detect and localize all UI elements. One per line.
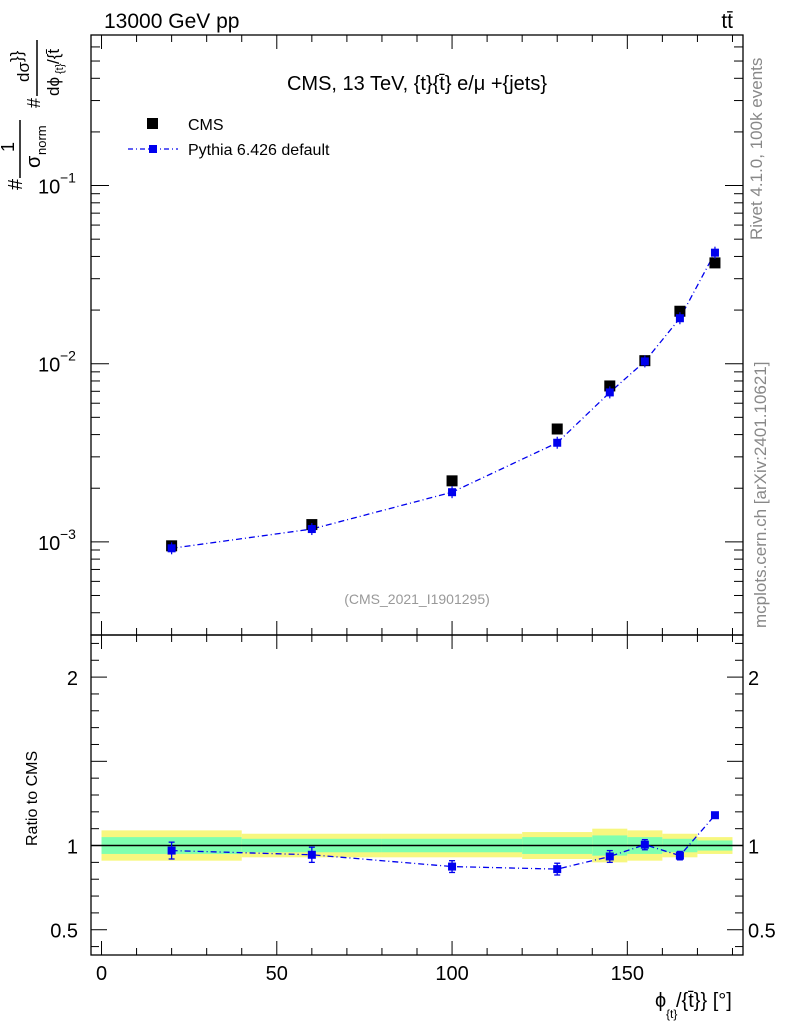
ylabel-norm: norm (34, 125, 49, 155)
rivet-version-label: Rivet 4.1.0, 100k events (747, 58, 766, 240)
main-y-tick-label: 10 −3 (38, 526, 76, 555)
ratio-axis-ticks (91, 635, 743, 955)
ylabel-dphi: dϕ (44, 77, 63, 96)
main-plot-panel: 10−110−210−3 CMS, 13 TeV, {t}{t̄} e/μ +{… (0, 34, 744, 636)
ylabel-phi-sub: {t} (54, 63, 66, 74)
ratio-tick-labels: 0 50 100 150 2 2 1 1 0.5 0.5 (50, 668, 776, 985)
legend-cms-label: CMS (188, 117, 224, 134)
ylabel-one: 1 (0, 142, 18, 152)
pythia-data-point (553, 438, 562, 447)
ylabel-brace: }} (7, 50, 26, 62)
x-tick-label: 150 (611, 963, 644, 985)
x-tick-label: 0 (96, 963, 107, 985)
main-y-tick-exponent: −1 (60, 170, 76, 186)
pythia-data-point (640, 357, 649, 366)
ratio-y-tick-label-left: 1 (67, 837, 78, 859)
main-series (166, 246, 721, 555)
ratio-pythia-line (171, 814, 716, 870)
ratio-data-point (553, 865, 562, 874)
ylabel-sigma: σ (23, 155, 45, 168)
ratio-data-point (167, 846, 176, 855)
main-y-axis-label: # 1 σ norm # dσ dϕ {t} /{t̄ }} (0, 40, 66, 190)
main-y-tick-exponent: −3 (60, 526, 76, 542)
main-y-tick-labels: 10−110−210−3 (38, 170, 76, 555)
legend-pythia-label: Pythia 6.426 default (188, 142, 330, 159)
ratio-y-tick-label-right: 2 (748, 668, 759, 690)
process-label: tt̄ (721, 10, 733, 33)
pythia-line (171, 252, 716, 549)
x-axis-label: ϕ {t} /{t̄}} [°] (655, 990, 732, 1021)
main-y-tick-label: 10 −1 (38, 170, 76, 199)
ylabel-hash-1: # (5, 178, 27, 190)
xlabel-phi: ϕ (655, 990, 666, 1012)
ratio-data-point (640, 840, 649, 849)
pythia-data-point (605, 388, 614, 397)
ylabel-tail: /{t̄ (44, 48, 63, 64)
x-tick-label: 50 (266, 963, 288, 985)
ratio-y-tick-label-right: 1 (748, 837, 759, 859)
ratio-data-point (710, 811, 719, 820)
legend: CMS Pythia 6.426 default (128, 117, 330, 159)
main-axis-ticks (91, 35, 743, 636)
ratio-y-tick-label-left: 0.5 (50, 921, 78, 943)
cms-data-point (604, 380, 616, 392)
cms-data-point (551, 423, 563, 435)
ratio-data-point (605, 852, 614, 861)
ratio-y-axis-label: Ratio to CMS (24, 751, 41, 846)
xlabel-tail: /{t̄}} [°] (676, 990, 732, 1012)
cms-data-point (674, 305, 686, 317)
legend-cms-marker (147, 118, 158, 129)
ratio-y-tick-label-left: 2 (67, 668, 78, 690)
ylabel-dsigma: dσ (14, 62, 33, 82)
ratio-plot-panel: 0 50 100 150 2 2 1 1 0.5 0.5 Ratio to CMS ϕ {t} /… (24, 634, 776, 1021)
pythia-data-point (448, 488, 457, 497)
main-y-tick-label: 10 −2 (38, 348, 76, 377)
main-y-tick-base: 10 (38, 177, 60, 199)
main-y-tick-exponent: −2 (60, 348, 76, 364)
cms-data-point (446, 475, 458, 487)
pythia-data-point (307, 525, 316, 534)
energy-label: 13000 GeV pp (104, 10, 239, 33)
x-tick-label: 100 (435, 963, 468, 985)
pythia-data-point (675, 314, 684, 323)
ratio-data-point (307, 850, 316, 859)
legend-pythia-marker (149, 145, 157, 153)
ratio-y-tick-label-right: 0.5 (748, 921, 776, 943)
xlabel-sub: {t} (666, 1007, 677, 1021)
ratio-data-point (448, 862, 457, 871)
main-y-tick-base: 10 (38, 533, 60, 555)
ratio-data-point (675, 851, 684, 860)
main-y-tick-base: 10 (38, 355, 60, 377)
analysis-watermark: (CMS_2021_I1901295) (344, 591, 490, 607)
pythia-data-point (710, 248, 719, 257)
source-label: mcplots.cern.ch [arXiv:2401.10621] (751, 362, 770, 628)
ylabel-hash-2: # (24, 98, 44, 108)
cms-data-point (709, 257, 721, 269)
ratio-series (167, 811, 719, 876)
pythia-data-point (167, 544, 176, 553)
plot-title: CMS, 13 TeV, {t}{t̄} e/μ +{jets} (287, 73, 547, 95)
